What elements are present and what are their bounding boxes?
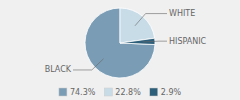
legend-item: 74.3% <box>59 88 96 97</box>
legend: 74.3% 22.8% 2.9% <box>59 88 182 97</box>
legend-label: 22.8% <box>115 88 141 97</box>
background <box>0 0 240 100</box>
pie-slice <box>120 8 155 43</box>
annotations: BLACK WHITE HISPANIC <box>45 9 207 74</box>
chart: BLACK WHITE HISPANIC 74.3% 22.8% 2.9% <box>0 0 240 100</box>
legend-swatch <box>150 88 158 96</box>
legend-item: 2.9% <box>150 88 182 97</box>
pie <box>85 8 155 78</box>
legend-item: 22.8% <box>104 88 141 97</box>
annotation: BLACK <box>45 65 72 74</box>
annotation-line <box>73 59 104 70</box>
annotation: HISPANIC <box>169 37 207 46</box>
annotation-line <box>135 14 167 26</box>
legend-label: 74.3% <box>70 88 96 97</box>
legend-label: 2.9% <box>161 88 182 97</box>
legend-swatch <box>59 88 67 96</box>
annotation: WHITE <box>169 9 195 18</box>
legend-swatch <box>104 88 112 96</box>
pie-slice <box>85 8 155 78</box>
annotation-line <box>143 41 167 43</box>
